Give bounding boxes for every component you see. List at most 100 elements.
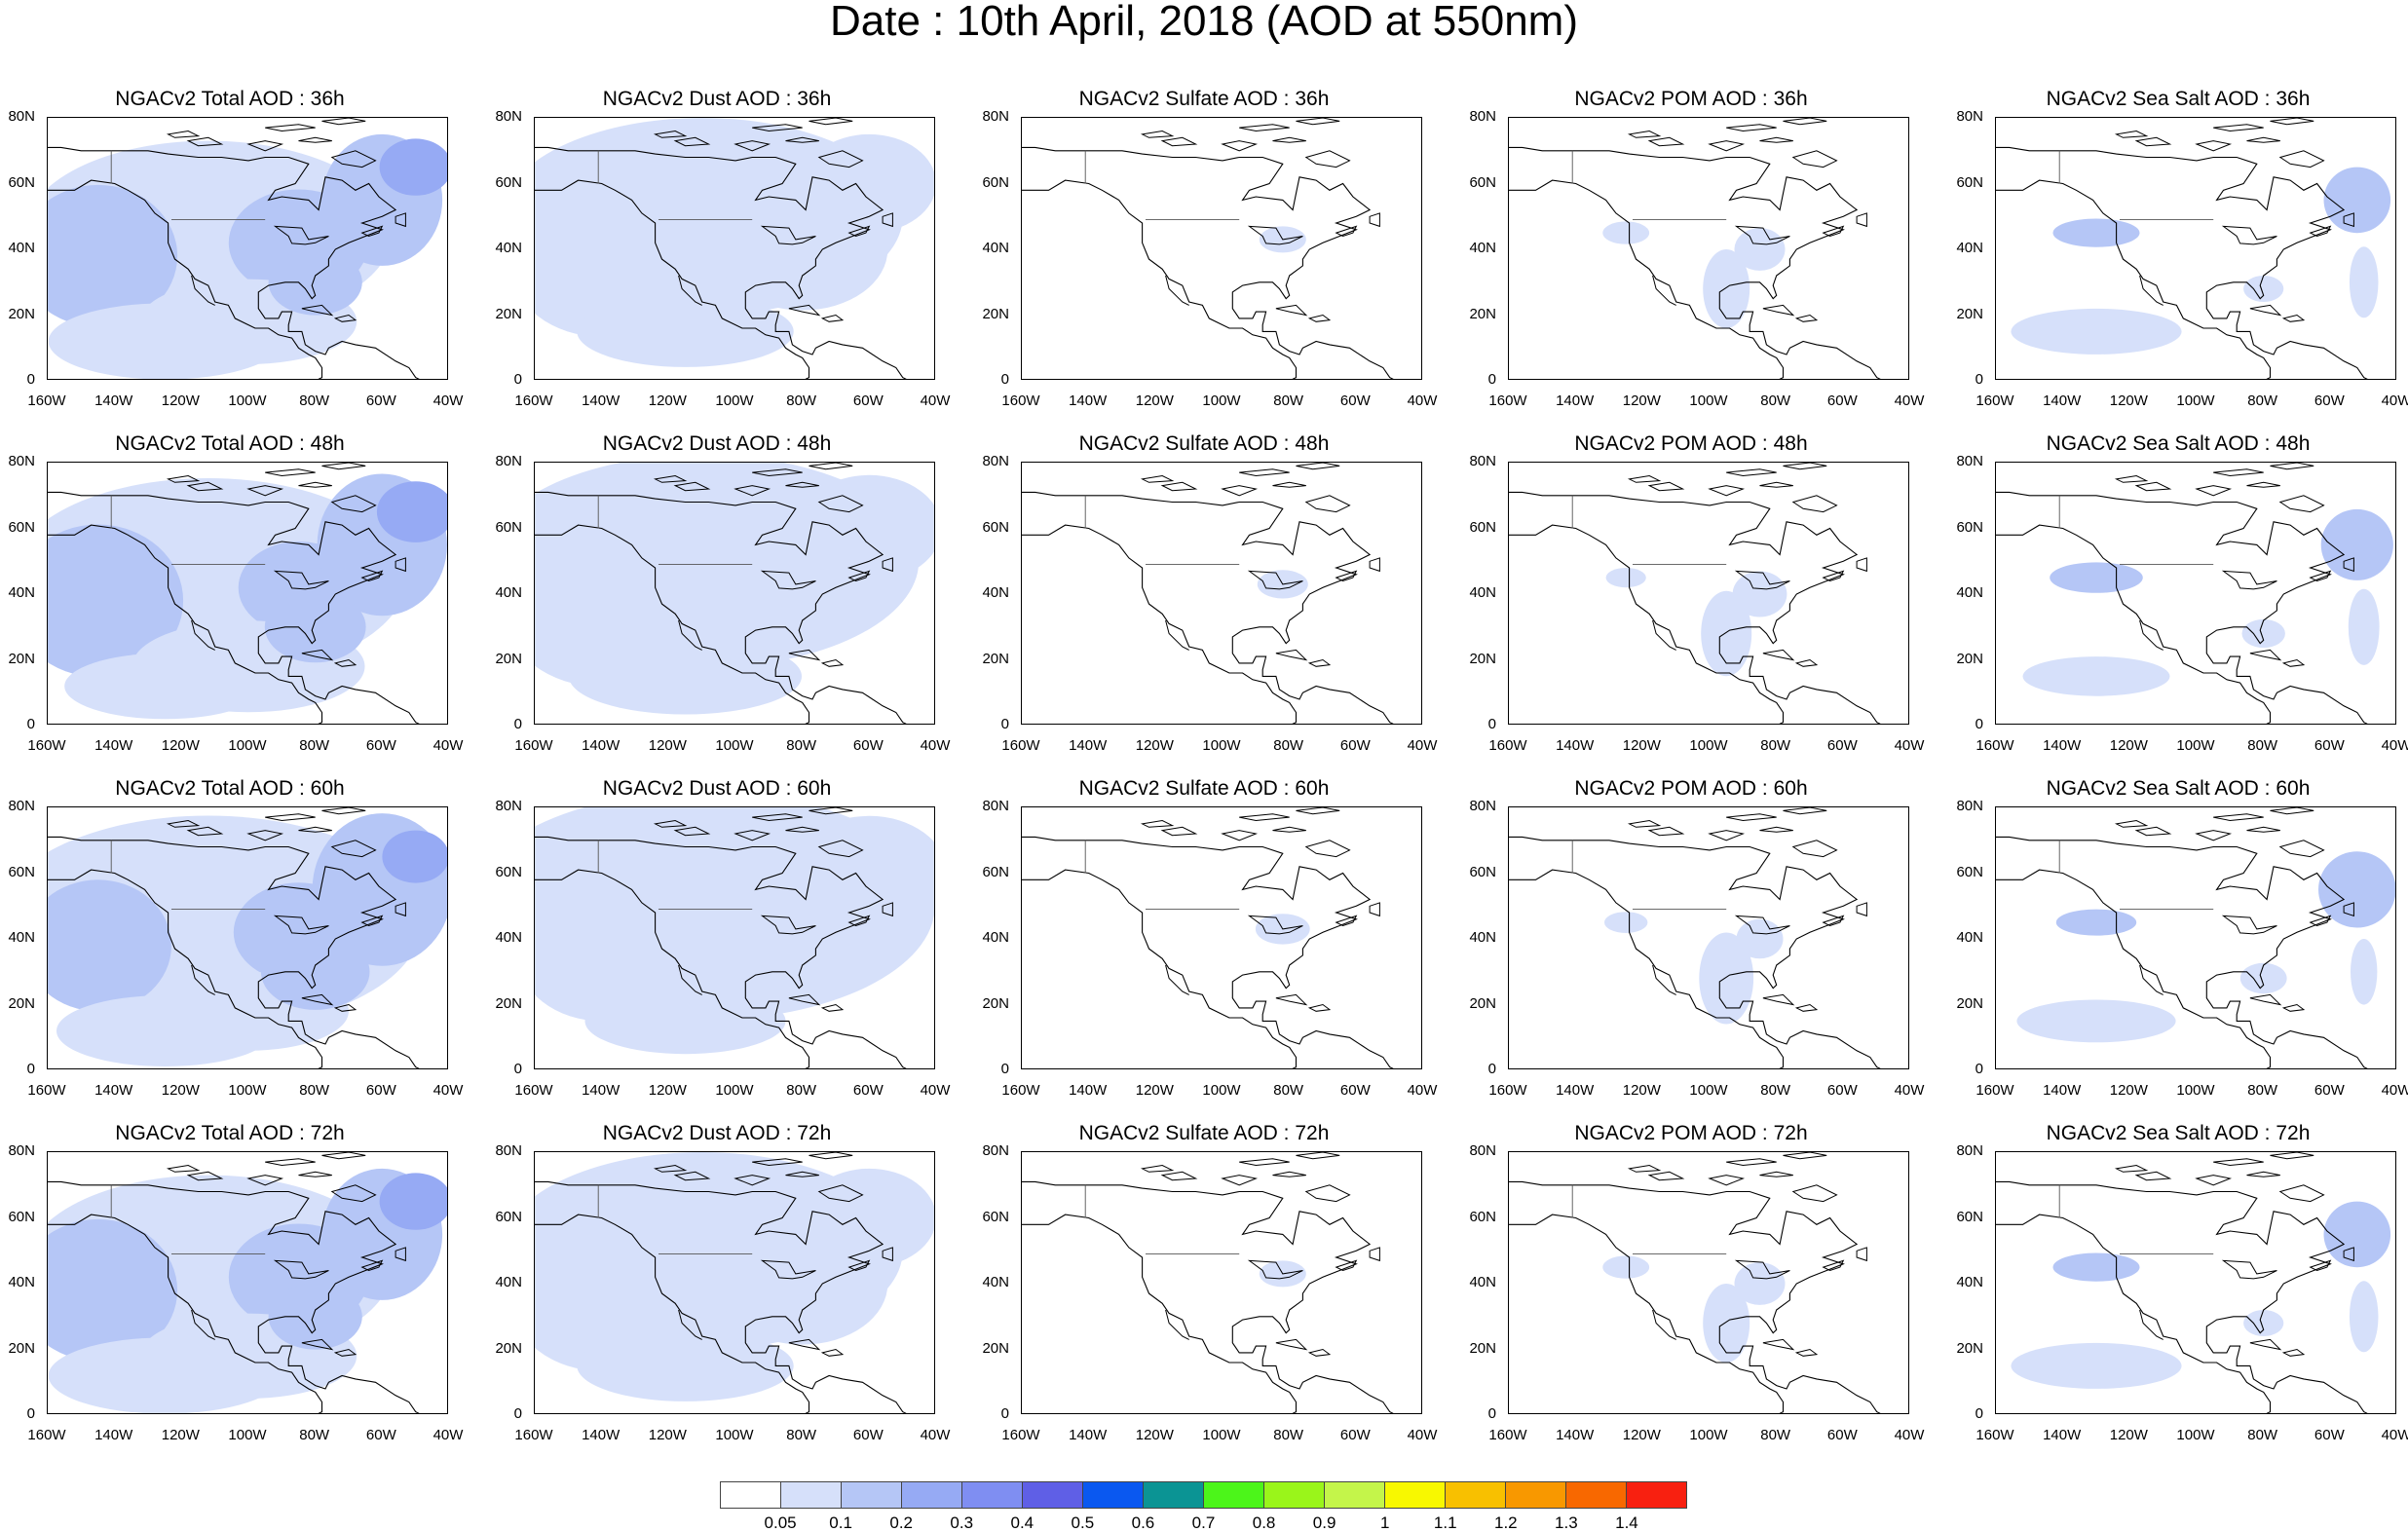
great-lakes [760,915,816,935]
colorbar-box [902,1482,962,1508]
x-tick-label: 40W [920,1427,951,1443]
aod-shaded-region [2323,167,2391,234]
coastline-island [1759,826,1793,833]
great-lakes [1247,570,1303,590]
y-tick-label: 40N [495,240,522,256]
aod-shaded-region [2349,1281,2379,1353]
colorbar-box [1023,1482,1083,1508]
coastline-island [1369,1247,1380,1262]
aod-shaded-region [2011,308,2182,355]
map-plot-area [1995,462,2396,725]
y-tick-label: 0 [1000,1405,1009,1422]
coastline-island [2343,902,2354,917]
coastline-island [788,1338,821,1351]
coastline-island [1726,813,1777,822]
baja-coastline [2139,964,2163,995]
x-tick-label: 140W [582,392,621,409]
coastline [1996,836,2368,1068]
x-tick-label: 80W [1273,1427,1304,1443]
coastline-island [1794,1348,1819,1357]
coastline-island [653,130,688,138]
coastline-island [1794,1003,1819,1012]
x-tick-label: 60W [2314,737,2345,754]
y-tick-label: 40N [982,1274,1009,1290]
coastline-island [1759,1171,1793,1177]
x-tick-label: 140W [1556,737,1595,754]
y-tick-label: 60N [8,863,35,880]
colorbar-box [1083,1482,1144,1508]
y-tick-label: 0 [513,716,522,732]
coastline-island [333,658,357,667]
x-tick-label: 160W [1488,392,1527,409]
map-panel: NGACv2 Total AOD : 72h 80N 60N 40N 20N 0 160W 1… [0,1122,481,1469]
colorbar-label: 0.2 [889,1513,913,1532]
x-tick-label: 120W [161,737,200,754]
coastline-island [2114,130,2149,138]
x-tick-label: 80W [2247,1082,2278,1099]
aod-shaded-region [1602,221,1650,244]
x-tick-label: 160W [1488,1082,1527,1099]
aod-shaded-region [260,933,370,1010]
great-lakes [1247,915,1303,935]
coastline-island [1369,212,1380,228]
coastline-island [2114,1164,2149,1173]
coastline-island [2278,495,2325,513]
coastline-island [1272,826,1306,833]
x-tick-label: 40W [920,737,951,754]
y-tick-label: 0 [1000,1061,1009,1077]
coastline-island [1647,1171,1685,1181]
coastline-island [2270,118,2314,126]
x-tick-label: 40W [1894,737,1925,754]
coastline [535,491,907,724]
y-tick-label: 40N [1956,584,1983,601]
map-panel: NGACv2 Sea Salt AOD : 36h 80N 60N 40N 20N 0 16… [1948,88,2408,434]
x-tick-label: 140W [94,1427,133,1443]
x-tick-label: 40W [1894,1427,1925,1443]
coastline-island [1275,304,1308,317]
coastline [1509,1180,1881,1413]
great-lakes [760,570,816,590]
aod-shaded-region [2022,656,2170,696]
coastline-island [2249,304,2282,317]
map-plot-area [534,1151,935,1414]
coastline-island [2309,570,2332,582]
coastline-island [1304,1184,1351,1203]
coastline-island [817,1184,864,1203]
coastline-island [847,570,871,582]
x-tick-label: 120W [648,737,687,754]
map-panel: NGACv2 Dust AOD : 36h 80N 60N 40N 20N 0 160W 14… [487,88,968,434]
colorbar [720,1481,1687,1509]
panel-title: NGACv2 Total AOD : 72h [115,1122,345,1144]
baja-coastline [191,619,215,651]
coastline-island [2270,463,2314,470]
y-tick-label: 20N [1469,994,1496,1012]
baja-coastline [1652,275,1676,306]
x-tick-label: 40W [433,737,464,754]
x-tick-label: 80W [786,737,817,754]
x-tick-label: 140W [582,1082,621,1099]
coastline-island [1627,474,1662,483]
y-tick-label: 60N [1956,1208,1983,1225]
y-tick-label: 60N [8,173,35,191]
coastline-island [752,1158,803,1167]
map-layer [535,807,934,1068]
aod-shaded-region [2239,962,2287,994]
y-tick-label: 60N [8,518,35,536]
coastline-island [1627,130,1662,138]
coastline-island [1726,468,1777,477]
pacific-coastline [1996,524,2272,724]
coastline-island [1791,150,1838,168]
coastline-island [1762,993,1795,1006]
baja-coastline [1652,619,1676,651]
map-plot-area [47,462,448,725]
x-tick-label: 60W [852,737,884,754]
x-tick-label: 160W [1488,1427,1527,1443]
pacific-coastline [1996,869,2272,1068]
coastline [535,836,907,1068]
coastline-island [1794,314,1819,322]
x-tick-label: 40W [433,1082,464,1099]
coastline-island [1369,902,1380,917]
x-tick-label: 40W [2381,1427,2408,1443]
great-lakes [1247,1259,1303,1280]
x-tick-label: 160W [514,1082,553,1099]
